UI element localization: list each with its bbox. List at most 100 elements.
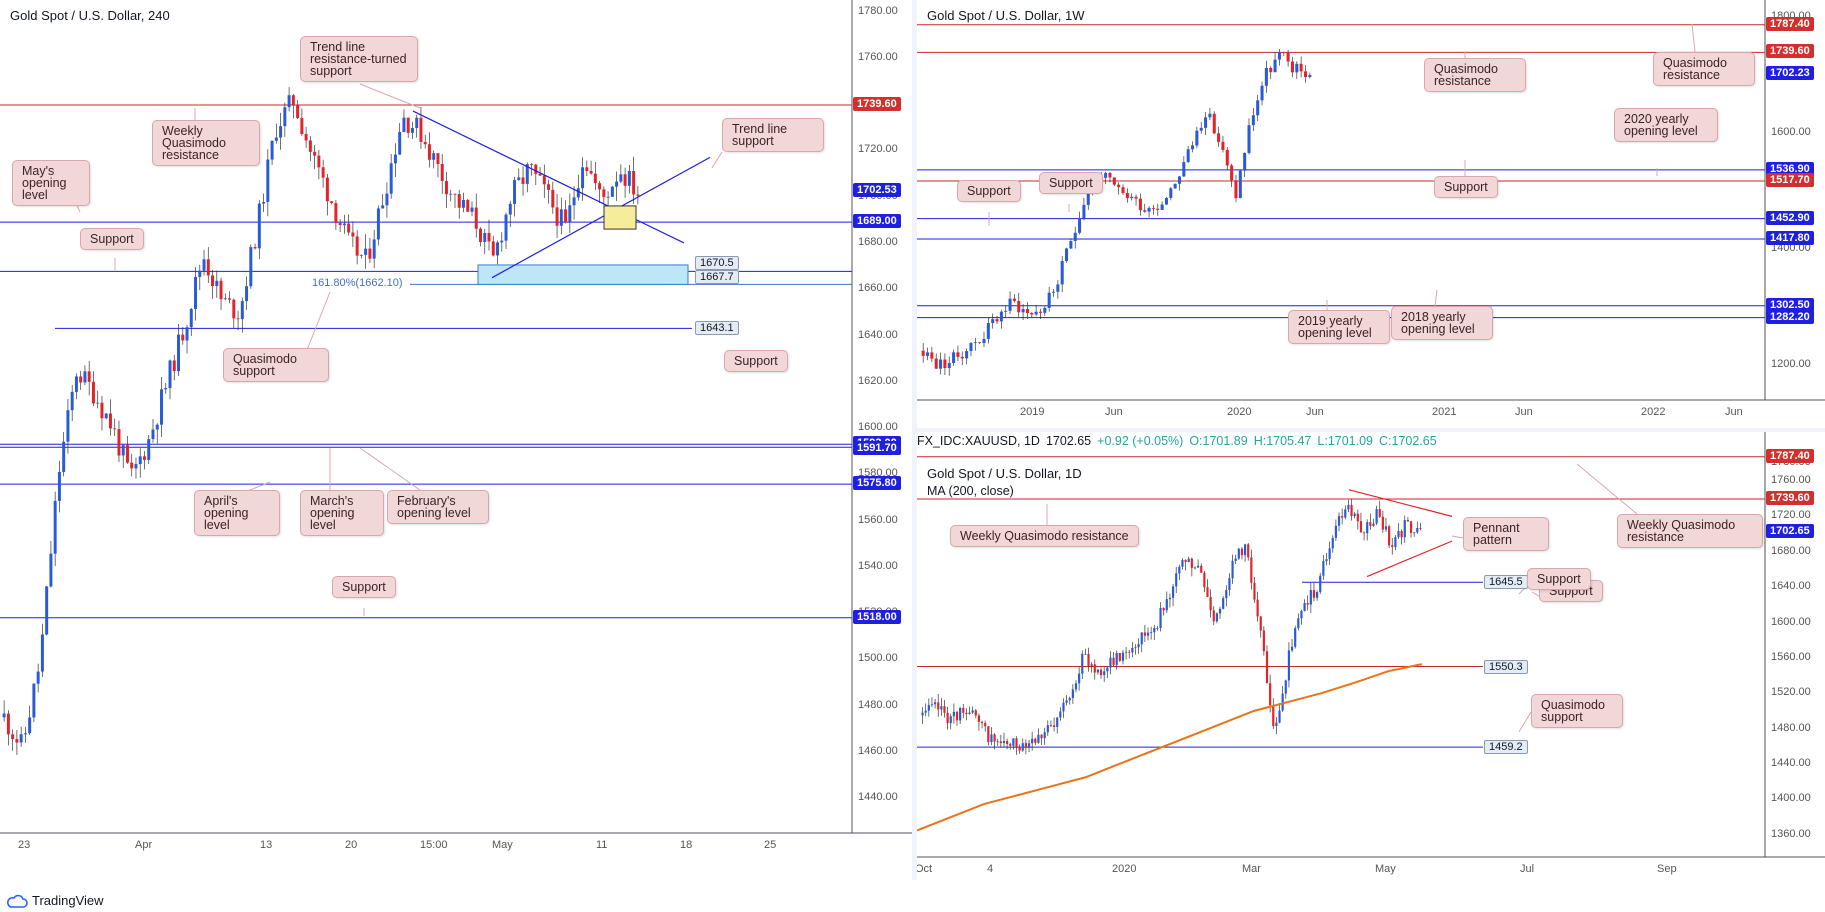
symbol-name: FX_IDC:XAUUSD, 1D: [917, 434, 1040, 448]
h4-svg[interactable]: [0, 0, 912, 858]
h4-chart-title: Gold Spot / U.S. Dollar, 240: [10, 8, 170, 23]
candle: [130, 453, 134, 477]
h4-callout[interactable]: Support: [80, 228, 144, 250]
candle: [934, 353, 938, 369]
pennant-upper-line: [1348, 489, 1453, 517]
chart-panel-weekly[interactable]: Gold Spot / U.S. Dollar, 1W1800.001600.0…: [917, 0, 1825, 428]
weekly-callout[interactable]: Support: [957, 180, 1021, 202]
candle: [513, 176, 517, 217]
candle: [1153, 624, 1156, 641]
h4-callout[interactable]: Support: [332, 576, 396, 598]
high-value: H:1705.47: [1253, 434, 1312, 448]
candle: [1168, 593, 1172, 608]
price-change: +0.92 (+0.05%): [1097, 434, 1184, 448]
candle: [1134, 644, 1137, 655]
candle: [325, 174, 329, 216]
candle: [219, 277, 223, 310]
candle: [1173, 183, 1177, 189]
weekly-callout[interactable]: Quasimodo resistance: [1424, 58, 1526, 92]
candle: [959, 706, 962, 724]
candle: [1108, 171, 1112, 183]
candle: [1297, 613, 1300, 631]
h4-candles: [2, 87, 640, 755]
weekly-callout[interactable]: 2019 yearly opening level: [1288, 310, 1390, 344]
candle: [283, 102, 287, 137]
candle: [1065, 247, 1069, 263]
candle: [1308, 72, 1312, 79]
candle: [1197, 559, 1200, 568]
callout-pointer: [359, 83, 421, 109]
candle: [1169, 186, 1173, 201]
chart-panel-daily[interactable]: FX_IDC:XAUUSD, 1D 1702.65 +0.92 (+0.05%) O:…: [917, 432, 1825, 880]
candle: [1115, 650, 1118, 670]
weekly-callout[interactable]: Support: [1039, 172, 1103, 194]
candle: [978, 342, 982, 344]
candle: [172, 354, 176, 381]
chart-panel-h4[interactable]: Gold Spot / U.S. Dollar, 240 1780.00 1760.…: [0, 0, 912, 858]
weekly-callout[interactable]: Support: [1434, 176, 1498, 198]
candle: [1137, 638, 1140, 654]
candle: [138, 448, 142, 478]
candle: [947, 356, 951, 376]
candle: [206, 247, 210, 284]
h4-callout[interactable]: February's opening level: [387, 490, 489, 524]
daily-svg[interactable]: [917, 432, 1825, 880]
candle: [568, 193, 572, 234]
candle: [982, 331, 986, 348]
candle: [155, 423, 159, 444]
tradingview-logo: TradingView: [6, 893, 104, 908]
weekly-callout[interactable]: 2018 yearly opening level: [1391, 306, 1493, 340]
candle: [164, 382, 168, 394]
candle: [1147, 206, 1151, 218]
candle: [1273, 52, 1277, 73]
daily-callout[interactable]: Support: [1527, 568, 1591, 590]
h4-callout[interactable]: Quasimodo support: [223, 348, 329, 382]
candle: [1312, 582, 1316, 602]
h4-y-tick: 1780.00: [858, 4, 898, 17]
candle: [1021, 738, 1024, 752]
candle: [1397, 523, 1400, 539]
daily-y-tick: 1680.00: [1771, 544, 1811, 557]
candle: [555, 194, 559, 239]
candle: [372, 229, 376, 269]
daily-callout[interactable]: Weekly Quasimodo resistance: [950, 525, 1139, 547]
candle: [177, 324, 181, 377]
candle: [1103, 667, 1106, 682]
candle: [19, 726, 23, 747]
candle: [921, 343, 925, 363]
candle: [1093, 659, 1096, 680]
candle: [211, 269, 215, 299]
candle: [342, 214, 346, 234]
candle: [6, 710, 10, 746]
candle: [956, 345, 960, 362]
panel-divider-horizontal[interactable]: [917, 428, 1825, 432]
candle: [432, 150, 436, 169]
h4-callout[interactable]: Support: [724, 350, 788, 372]
candle: [449, 189, 453, 202]
candle: [496, 240, 500, 265]
weekly-callout[interactable]: Quasimodo resistance: [1653, 52, 1755, 86]
daily-callout[interactable]: Pennant pattern: [1463, 517, 1549, 551]
weekly-x-tick: Jun: [1105, 406, 1123, 418]
weekly-svg[interactable]: [917, 0, 1825, 428]
h4-callout[interactable]: May's opening level: [12, 160, 90, 206]
h4-callout[interactable]: Trend line resistance-turned support: [300, 36, 418, 82]
candle: [968, 706, 971, 715]
tradingview-brand-text: TradingView: [32, 893, 104, 908]
daily-callout[interactable]: Weekly Quasimodo resistance: [1617, 514, 1763, 548]
weekly-callout[interactable]: 2020 yearly opening level: [1614, 108, 1718, 142]
h4-callout[interactable]: April's opening level: [194, 490, 280, 536]
candle: [1090, 662, 1093, 673]
candle: [1096, 668, 1100, 675]
panel-divider-vertical[interactable]: [912, 0, 917, 880]
h4-callout[interactable]: Trend line support: [722, 118, 824, 152]
daily-callout[interactable]: Quasimodo support: [1531, 694, 1623, 728]
candle: [1177, 175, 1182, 191]
daily-price-label: 1702.65: [1766, 523, 1814, 538]
h4-callout[interactable]: March's opening level: [300, 490, 384, 536]
h4-y-tick: 1620.00: [858, 374, 898, 387]
candle: [1018, 744, 1021, 754]
candle: [240, 297, 244, 333]
h4-callout[interactable]: Weekly Quasimodo resistance: [152, 120, 260, 166]
candle: [151, 419, 155, 443]
